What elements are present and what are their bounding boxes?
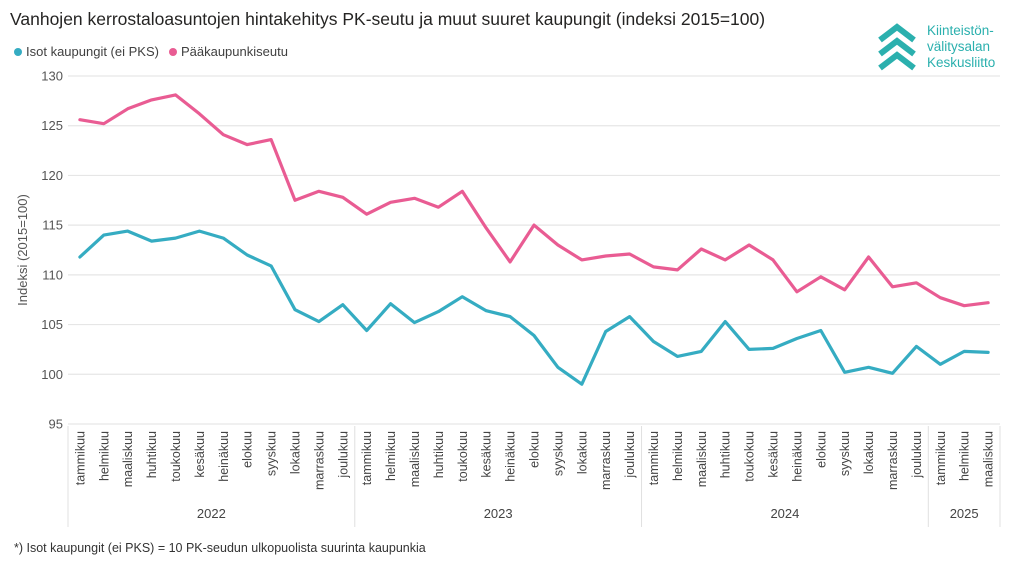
x-tick-label: syyskuu xyxy=(551,431,565,476)
x-tick-label: kesäkuu xyxy=(480,431,494,478)
footnote: *) Isot kaupungit (ei PKS) = 10 PK-seudu… xyxy=(14,541,426,555)
series-lines xyxy=(78,93,990,386)
chevron-stack-icon xyxy=(878,23,916,71)
x-tick-label: tammikuu xyxy=(360,431,374,485)
x-tick-label: helmikuu xyxy=(97,431,111,481)
gridlines xyxy=(68,75,1000,425)
kvkl-logo: Kiinteistön- välitysalan Keskusliitto xyxy=(876,22,1016,82)
legend-item-isot-kaupungit[interactable]: Isot kaupungit (ei PKS) xyxy=(14,44,159,59)
x-tick-label: maaliskuu xyxy=(408,431,422,487)
x-axis-ticks: tammikuu helmikuu maaliskuu huhtikuu toukoku… xyxy=(73,431,995,490)
x-tick-label: huhtikuu xyxy=(432,431,446,478)
x-tick-label: tammikuu xyxy=(647,431,661,485)
logo-text-line-2: välitysalan xyxy=(927,39,991,54)
x-tick-label: elokuu xyxy=(814,431,828,468)
series-line-isot-kaupungit[interactable] xyxy=(78,229,990,386)
x-tick-label: marraskuu xyxy=(886,431,900,490)
y-tick-label: 100 xyxy=(41,367,63,382)
x-tick-label: toukokuu xyxy=(169,431,183,482)
x-tick-label: kesäkuu xyxy=(193,431,207,478)
x-tick-label: toukokuu xyxy=(743,431,757,482)
legend: Isot kaupungit (ei PKS) Pääkaupunkiseutu xyxy=(14,44,288,59)
x-tick-label: huhtikuu xyxy=(719,431,733,478)
x-tick-label: helmikuu xyxy=(384,431,398,481)
legend-label-isot-kaupungit: Isot kaupungit (ei PKS) xyxy=(26,44,159,59)
y-tick-label: 110 xyxy=(42,267,63,282)
y-tick-label: 115 xyxy=(42,218,63,233)
legend-label-paakaupunkiseutu: Pääkaupunkiseutu xyxy=(180,44,288,59)
logo-text-line-1: Kiinteistön- xyxy=(927,23,994,38)
x-tick-label: helmikuu xyxy=(671,431,685,481)
x-tick-label: heinäkuu xyxy=(217,431,231,482)
x-tick-label: heinäkuu xyxy=(504,431,518,482)
x-tick-label: huhtikuu xyxy=(145,431,159,478)
series-line-paakaupunkiseutu[interactable] xyxy=(78,93,990,308)
legend-item-paakaupunkiseutu[interactable]: Pääkaupunkiseutu xyxy=(168,44,288,59)
x-tick-label: joulukuu xyxy=(623,431,637,479)
year-label: 2025 xyxy=(950,506,979,521)
year-label: 2023 xyxy=(484,506,513,521)
x-tick-label: joulukuu xyxy=(910,431,924,479)
x-tick-label: tammikuu xyxy=(73,431,87,485)
x-tick-label: elokuu xyxy=(528,431,542,468)
x-tick-label: joulukuu xyxy=(336,431,350,479)
x-tick-label: syyskuu xyxy=(838,431,852,476)
x-tick-label: lokakuu xyxy=(575,431,589,474)
y-tick-label: 125 xyxy=(41,118,63,133)
y-tick-label: 120 xyxy=(41,168,63,183)
legend-marker-isot-kaupungit xyxy=(14,47,22,56)
x-tick-label: maaliskuu xyxy=(695,431,709,487)
y-tick-label: 95 xyxy=(49,417,63,432)
x-tick-label: marraskuu xyxy=(312,431,326,490)
x-tick-label: maaliskuu xyxy=(982,431,996,487)
y-axis-ticks: 95 100 105 110 115 120 125 130 xyxy=(41,69,63,432)
year-label: 2024 xyxy=(770,506,799,521)
x-tick-label: tammikuu xyxy=(934,431,948,485)
year-label: 2022 xyxy=(197,506,226,521)
x-tick-label: toukokuu xyxy=(456,431,470,482)
legend-marker-paakaupunkiseutu xyxy=(168,47,177,56)
x-tick-label: lokakuu xyxy=(862,431,876,474)
x-tick-label: helmikuu xyxy=(958,431,972,481)
x-tick-label: syyskuu xyxy=(265,431,279,476)
chart-title: Vanhojen kerrostaloasuntojen hintakehity… xyxy=(10,9,766,29)
x-tick-label: marraskuu xyxy=(599,431,613,490)
x-tick-label: kesäkuu xyxy=(766,431,780,478)
logo-text-line-3: Keskusliitto xyxy=(927,55,996,70)
x-tick-label: lokakuu xyxy=(289,431,303,474)
y-tick-label: 105 xyxy=(41,317,63,332)
x-tick-label: elokuu xyxy=(241,431,255,468)
y-axis-label: Indeksi (2015=100) xyxy=(15,194,30,306)
x-tick-label: maaliskuu xyxy=(121,431,135,487)
x-axis-years: 2022 2023 2024 2025 xyxy=(67,426,1001,527)
y-tick-label: 130 xyxy=(41,69,63,84)
x-tick-label: heinäkuu xyxy=(790,431,804,482)
